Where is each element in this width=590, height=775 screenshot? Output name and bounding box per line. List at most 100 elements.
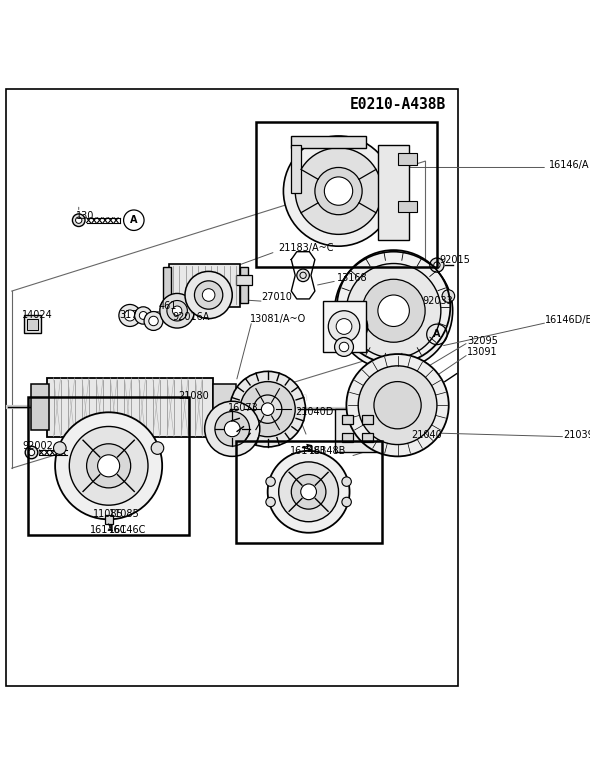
Text: 92016A: 92016A: [172, 312, 210, 322]
Text: 16148B: 16148B: [290, 446, 327, 456]
Text: 16073: 16073: [228, 402, 259, 412]
Circle shape: [335, 252, 453, 370]
Circle shape: [301, 484, 316, 500]
Circle shape: [167, 301, 188, 321]
Bar: [342, 415, 353, 424]
Text: 16146/A: 16146/A: [549, 160, 589, 170]
Bar: [398, 153, 417, 165]
Circle shape: [87, 444, 130, 488]
Text: 16146C: 16146C: [90, 525, 127, 535]
Circle shape: [342, 477, 351, 487]
Text: 16148B: 16148B: [309, 446, 346, 456]
Bar: [240, 267, 248, 303]
Bar: [382, 425, 394, 439]
Circle shape: [342, 498, 351, 507]
Text: 92015: 92015: [440, 254, 470, 264]
Bar: [236, 275, 252, 284]
Circle shape: [160, 294, 195, 328]
Text: E0210-A438B: E0210-A438B: [349, 97, 445, 112]
Circle shape: [340, 316, 360, 336]
Text: 32095: 32095: [467, 336, 498, 346]
Circle shape: [266, 498, 276, 507]
Circle shape: [69, 426, 148, 505]
Text: 16146D/E: 16146D/E: [545, 315, 590, 325]
Text: 11085: 11085: [93, 509, 124, 518]
Circle shape: [144, 312, 163, 330]
Text: 21040D: 21040D: [295, 407, 333, 416]
Circle shape: [374, 381, 421, 429]
Bar: [24, 315, 41, 332]
Circle shape: [333, 309, 368, 344]
Text: 21039: 21039: [563, 430, 590, 440]
Bar: [362, 432, 373, 443]
Bar: [378, 146, 409, 240]
Text: A: A: [130, 215, 137, 226]
Bar: [398, 201, 417, 212]
Bar: [323, 301, 366, 352]
Circle shape: [73, 214, 85, 226]
Circle shape: [297, 269, 309, 281]
Circle shape: [346, 354, 449, 456]
Text: 461: 461: [159, 301, 178, 311]
Circle shape: [205, 401, 260, 456]
Bar: [291, 136, 366, 148]
Circle shape: [55, 412, 162, 519]
Text: 21080: 21080: [178, 391, 209, 401]
Text: 92002: 92002: [22, 441, 53, 451]
Circle shape: [434, 262, 440, 268]
Bar: [28, 398, 189, 535]
Text: 21183/A~C: 21183/A~C: [278, 243, 334, 253]
Bar: [362, 415, 373, 424]
Text: 14024: 14024: [22, 310, 53, 319]
Circle shape: [295, 148, 382, 234]
Circle shape: [350, 391, 358, 399]
Circle shape: [358, 366, 437, 445]
Circle shape: [97, 455, 120, 477]
Circle shape: [215, 412, 250, 446]
Text: eReplacementParts.com: eReplacementParts.com: [156, 391, 309, 404]
Circle shape: [336, 319, 352, 334]
Circle shape: [335, 337, 353, 356]
Circle shape: [28, 449, 35, 456]
Circle shape: [202, 289, 215, 301]
Text: 317: 317: [120, 310, 138, 319]
Circle shape: [442, 290, 455, 302]
Circle shape: [230, 371, 306, 447]
Circle shape: [119, 305, 141, 326]
Text: 11085: 11085: [109, 509, 139, 518]
Circle shape: [76, 217, 82, 223]
Circle shape: [324, 177, 353, 205]
Circle shape: [362, 279, 425, 343]
Circle shape: [315, 167, 362, 215]
Bar: [212, 384, 236, 430]
Text: 130: 130: [76, 212, 94, 222]
Text: A: A: [433, 329, 441, 339]
Circle shape: [185, 271, 232, 319]
Circle shape: [139, 312, 148, 319]
Circle shape: [240, 381, 295, 436]
Bar: [236, 441, 382, 543]
Bar: [335, 409, 382, 453]
Circle shape: [346, 264, 441, 358]
Text: 13168: 13168: [337, 273, 368, 283]
Text: 21040: 21040: [411, 430, 442, 440]
Circle shape: [266, 477, 276, 487]
Circle shape: [124, 310, 136, 321]
Circle shape: [195, 281, 223, 309]
Bar: [169, 264, 240, 307]
Text: 13091: 13091: [467, 346, 497, 356]
Circle shape: [224, 421, 240, 436]
Bar: [104, 515, 113, 524]
Circle shape: [151, 442, 164, 454]
Bar: [31, 384, 49, 430]
Text: 27010: 27010: [261, 292, 292, 302]
Circle shape: [25, 446, 38, 459]
Circle shape: [333, 319, 345, 332]
Circle shape: [268, 451, 349, 532]
Circle shape: [378, 295, 409, 326]
Circle shape: [135, 307, 152, 324]
Circle shape: [291, 474, 326, 509]
Circle shape: [283, 136, 394, 246]
Circle shape: [328, 311, 360, 343]
Bar: [27, 319, 38, 329]
